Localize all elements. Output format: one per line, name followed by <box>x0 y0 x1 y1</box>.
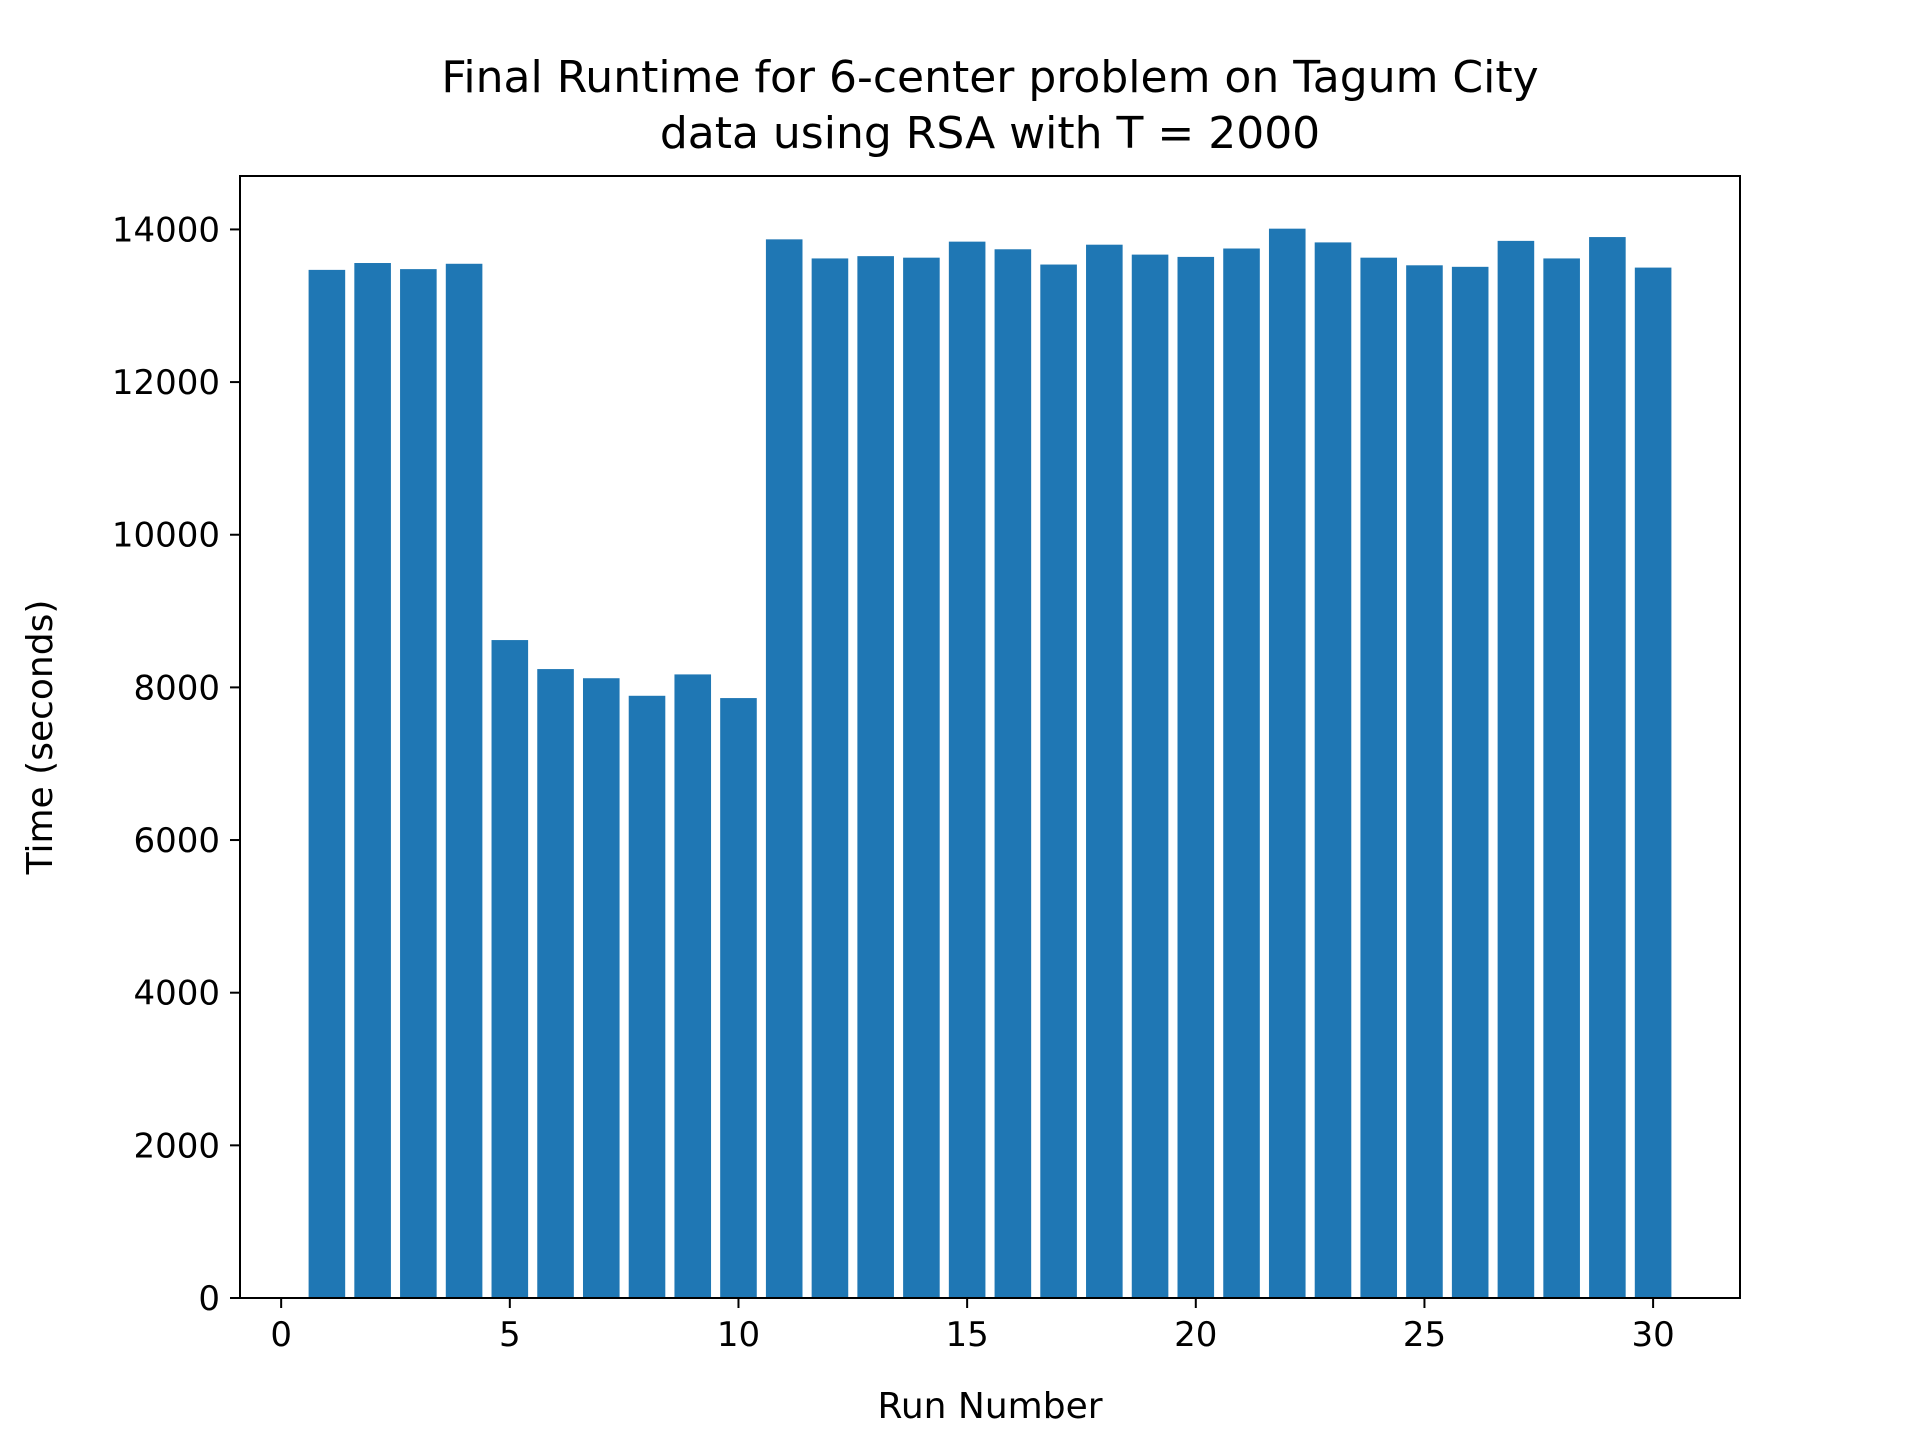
y-tick-label: 2000 <box>133 1126 220 1166</box>
bar-run-19 <box>1131 254 1169 1298</box>
y-tick-label: 14000 <box>112 210 220 250</box>
y-tick-label: 8000 <box>133 668 220 708</box>
bar-run-10 <box>720 698 757 1298</box>
y-tick-label: 6000 <box>133 821 220 861</box>
bar-run-9 <box>674 674 712 1298</box>
bar-run-22 <box>1268 228 1306 1299</box>
bar-run-29 <box>1589 237 1626 1298</box>
y-tick-label: 12000 <box>112 363 220 403</box>
bar-run-15 <box>948 241 986 1298</box>
bar-run-1 <box>308 269 346 1299</box>
bar-run-26 <box>1451 266 1489 1298</box>
x-axis-label: Run Number <box>877 1386 1102 1427</box>
bar-run-6 <box>537 669 574 1298</box>
x-tick-label: 25 <box>1403 1315 1446 1355</box>
x-tick-label: 10 <box>717 1315 760 1355</box>
bar-run-17 <box>1040 264 1077 1298</box>
bar-run-5 <box>491 640 529 1298</box>
x-tick-label: 5 <box>499 1315 521 1355</box>
chart-title-line-2: data using RSA with T = 2000 <box>660 108 1320 159</box>
bar-run-30 <box>1634 267 1672 1299</box>
x-axis-ticks: 0 5 10 15 20 25 30 <box>270 1298 1675 1355</box>
bar-run-27 <box>1497 240 1535 1298</box>
bar-run-3 <box>400 269 437 1298</box>
bar-run-7 <box>582 678 620 1298</box>
bar-run-14 <box>903 257 940 1298</box>
bar-run-16 <box>994 249 1032 1299</box>
bar-run-25 <box>1406 265 1443 1299</box>
bar-run-24 <box>1360 257 1398 1298</box>
y-tick-label: 0 <box>198 1279 220 1319</box>
y-tick-label: 10000 <box>112 516 220 556</box>
bar-run-13 <box>857 256 894 1299</box>
bar-run-21 <box>1223 248 1260 1298</box>
bar-run-2 <box>354 263 391 1299</box>
bar-run-4 <box>445 263 483 1298</box>
y-tick-label: 4000 <box>133 974 220 1014</box>
bar-run-20 <box>1177 256 1215 1298</box>
x-tick-label: 15 <box>946 1315 989 1355</box>
chart-title-line-1: Final Runtime for 6-center problem on Ta… <box>441 52 1538 103</box>
bar-run-11 <box>765 239 803 1298</box>
x-tick-label: 20 <box>1174 1315 1217 1355</box>
x-tick-label: 30 <box>1631 1315 1674 1355</box>
bar-run-12 <box>811 258 849 1299</box>
plot-frame <box>239 175 1741 1299</box>
y-axis-label: Time (seconds) <box>20 600 61 876</box>
bar-run-28 <box>1543 258 1580 1299</box>
x-tick-label: 0 <box>270 1315 292 1355</box>
bar-series <box>308 228 1672 1299</box>
bar-run-8 <box>628 695 666 1298</box>
bar-run-18 <box>1086 244 1123 1299</box>
y-axis-ticks: 0 2000 4000 6000 8000 10000 12000 14000 <box>112 210 240 1319</box>
bar-run-23 <box>1314 242 1352 1299</box>
